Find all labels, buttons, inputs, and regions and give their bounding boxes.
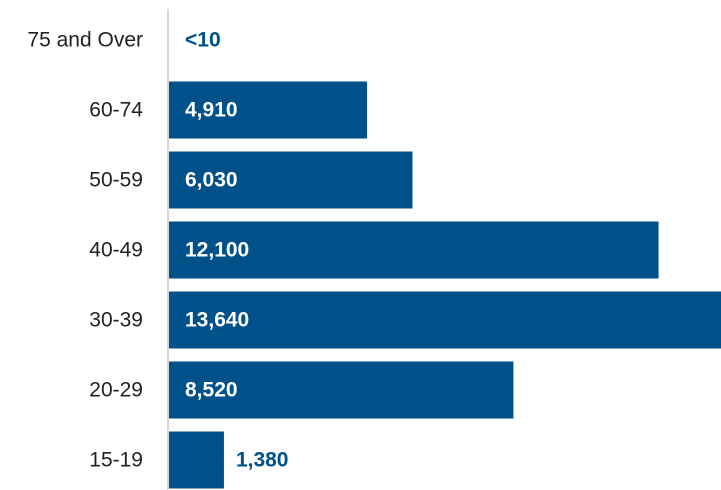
category-label: 20-29 [89, 379, 143, 402]
value-label: 12,100 [185, 239, 249, 262]
value-label: 1,380 [236, 449, 289, 472]
category-label: 50-59 [89, 169, 143, 192]
value-label: 8,520 [185, 379, 238, 402]
bar [169, 81, 368, 139]
value-label: 6,030 [185, 169, 238, 192]
category-label: 30-39 [89, 309, 143, 332]
category-label: 75 and Over [27, 29, 143, 52]
bar [169, 291, 721, 349]
bar [169, 221, 659, 279]
value-label: <10 [185, 29, 221, 52]
value-label: 4,910 [185, 99, 238, 122]
bar [169, 151, 413, 209]
category-label: 15-19 [89, 449, 143, 472]
bar [169, 361, 514, 419]
category-label: 60-74 [89, 99, 143, 122]
bar [169, 431, 224, 489]
category-label: 40-49 [89, 239, 143, 262]
value-label: 13,640 [185, 309, 249, 332]
